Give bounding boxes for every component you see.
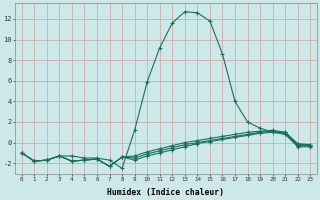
X-axis label: Humidex (Indice chaleur): Humidex (Indice chaleur) <box>108 188 225 197</box>
